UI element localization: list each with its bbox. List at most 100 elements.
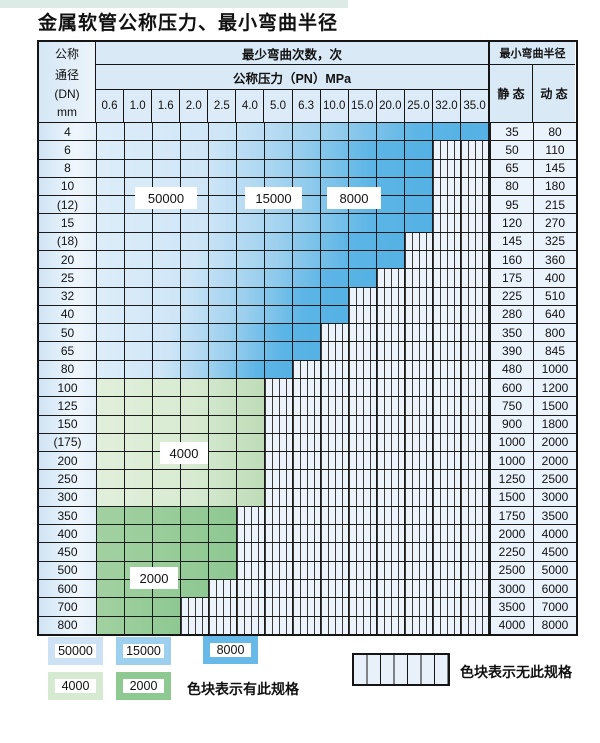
pressure-grid [97,287,491,306]
table-row: 400 2000 4000 [39,525,576,544]
pressure-grid [97,433,491,452]
dn-cell: 600 [39,580,97,598]
no-spec-stripes [433,196,489,214]
pressure-grid [97,250,491,269]
pressure-grid [97,342,491,360]
table-row: 80 480 1000 [39,360,576,379]
table-row: 450 2250 4500 [39,543,576,562]
pressure-grid [97,470,491,488]
corner-cell-dn: 公称 通径 (DN) mm [39,42,96,122]
pressure-grid [97,159,491,178]
pressure-col-header: 5.0 [264,90,293,122]
static-header: 静 态 [490,65,533,122]
no-spec-stripes [321,342,489,360]
pressure-grid [97,415,491,434]
pressure-col-header: 1.0 [124,90,153,122]
dynamic-value: 2000 [534,433,576,452]
dn-cell: 10 [39,177,97,196]
dn-cell: 800 [39,616,97,634]
dynamic-value: 400 [534,269,576,287]
static-value: 80 [491,177,534,196]
dn-cell: 500 [39,561,97,580]
static-value: 3500 [491,598,534,616]
no-spec-stripes [181,598,489,616]
dn-cell: (18) [39,232,97,250]
dn-cell: 20 [39,250,97,269]
legend-swatch-2000: 2000 [116,672,171,700]
dynamic-value: 3000 [534,488,576,506]
no-spec-stripes [433,141,489,159]
table-body: 4 35 80 6 50 110 8 65 145 10 80 180 (12) 95 215 15 120 27… [39,123,576,635]
dn-cell: 32 [39,287,97,305]
pressure-col-header: 35.0 [461,90,489,122]
cycle-label-50000: 50000 [135,187,197,209]
dynamic-value: 640 [534,305,576,324]
table-row: 250 1250 2500 [39,470,576,489]
static-value: 145 [491,232,534,250]
dn-cell: 400 [39,525,97,543]
pressure-col-header: 20.0 [376,90,405,122]
pressure-grid [97,543,491,562]
dn-cell: 40 [39,305,97,324]
static-value: 1750 [491,506,534,525]
static-value: 1000 [491,433,534,452]
spec-table: 公称 通径 (DN) mm 最少弯曲次数，次 公称压力（PN）MPa 0.6 1.… [37,40,578,636]
pressure-grid [97,598,491,616]
no-spec-stripes [433,177,489,196]
legend-swatch-4000: 4000 [48,672,103,700]
table-row: 200 1000 2000 [39,452,576,471]
dn-cell: 350 [39,506,97,525]
static-value: 35 [491,123,534,141]
table-row: 300 1500 3000 [39,488,576,507]
dynamic-value: 325 [534,232,576,250]
table-row: 6 50 110 [39,141,576,160]
dn-cell: 450 [39,543,97,561]
table-row: 500 2500 5000 [39,561,576,581]
table-row: 125 750 1500 [39,397,576,416]
static-value: 900 [491,415,534,433]
dn-cell: 250 [39,470,97,488]
pressure-grid [97,525,491,543]
dynamic-value: 8000 [534,616,576,634]
dn-cell: 300 [39,488,97,506]
dynamic-value: 180 [534,177,576,196]
table-row: 600 3000 6000 [39,580,576,599]
table-row: 700 3500 7000 [39,598,576,617]
pressure-grid [97,561,491,580]
pressure-grid [97,123,491,141]
dynamic-value: 7000 [534,598,576,616]
table-row: 20 160 360 [39,250,576,270]
dynamic-value: 2000 [534,452,576,470]
pressure-grid [97,141,491,159]
dynamic-value: 1000 [534,360,576,378]
dynamic-header: 动 态 [540,87,568,101]
pressure-grid [97,616,491,635]
no-spec-stripes [237,543,489,561]
legend-no-spec-box [352,653,450,686]
dn-cell: 100 [39,378,97,397]
table-row: 10 80 180 [39,177,576,197]
corner-line-4: mm [57,105,77,119]
dynamic-value: 110 [534,141,576,159]
pressure-col-header: 2.5 [208,90,237,122]
no-spec-stripes [237,561,489,580]
pressure-col-header: 4.0 [236,90,265,122]
static-value: 95 [491,196,534,214]
no-spec-stripes [237,525,489,543]
pressure-col-header: 32.0 [432,90,462,122]
table-row: 8 65 145 [39,159,576,178]
no-spec-stripes [433,159,489,177]
no-spec-stripes [265,433,489,452]
pressure-grid [97,397,491,415]
static-value: 2250 [491,543,534,561]
static-value: 120 [491,214,534,232]
static-value: 225 [491,287,534,305]
static-value: 2000 [491,525,534,543]
dn-cell: (12) [39,196,97,214]
table-row: 15 120 270 [39,214,576,233]
no-spec-stripes [349,287,489,305]
pressure-header: 公称压力（PN）MPa [96,65,488,90]
pressure-col-header: 1.6 [152,90,181,122]
cycle-label-8000: 8000 [327,187,381,209]
